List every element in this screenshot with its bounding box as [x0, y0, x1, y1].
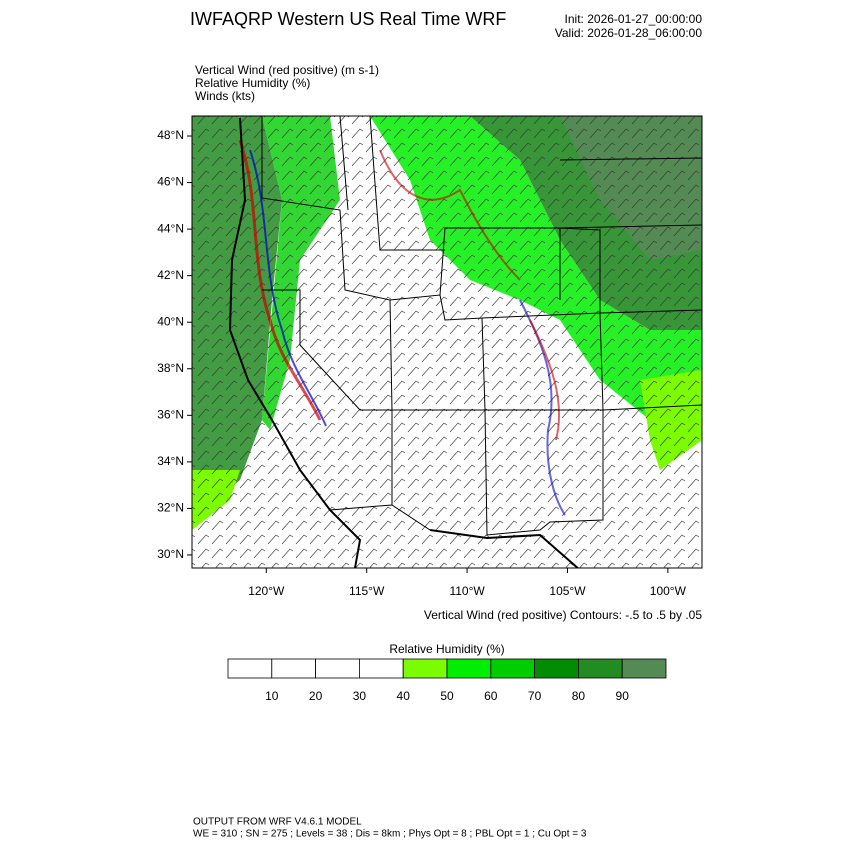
contour-note: Vertical Wind (red positive) Contours: -…	[424, 608, 702, 622]
map-field	[192, 116, 702, 568]
field-label: Winds (kts)	[195, 89, 255, 103]
y-tick-label: 32°N	[157, 501, 184, 515]
y-tick-label: 36°N	[157, 407, 184, 421]
footer-line: OUTPUT FROM WRF V4.6.1 MODEL	[193, 817, 362, 828]
y-tick-label: 30°N	[157, 547, 184, 561]
field-label: Relative Humidity (%)	[195, 76, 310, 90]
colorbar-box	[490, 658, 535, 679]
y-tick-label: 38°N	[157, 361, 184, 375]
colorbar-box	[446, 658, 492, 679]
y-tick-label: 46°N	[157, 175, 184, 189]
colorbar-label: 40	[397, 689, 411, 703]
colorbar-label: 30	[353, 689, 367, 703]
colorbar-box	[358, 658, 404, 679]
x-tick-label: 105°W	[549, 584, 586, 598]
colorbar-title: Relative Humidity (%)	[389, 642, 504, 656]
y-tick-label: 44°N	[157, 221, 184, 235]
map-axes: 48°N 46°N 44°N 42°N 40°N 38°N 36°N 34°N 32°N 30°N…	[157, 128, 686, 598]
colorbar-box	[402, 658, 448, 679]
colorbar-label: 90	[616, 689, 630, 703]
colorbar-label: 80	[572, 689, 586, 703]
colorbar-label: 20	[309, 689, 323, 703]
colorbar-box	[271, 658, 316, 679]
y-tick-label: 42°N	[157, 268, 184, 282]
init-time: Init: 2026-01-27_00:00:00	[565, 12, 703, 26]
colorbar-label: 70	[528, 689, 542, 703]
colorbar-label: 60	[484, 689, 498, 703]
colorbar-label: 50	[440, 689, 454, 703]
x-tick-label: 120°W	[248, 584, 285, 598]
colorbar: 10 20 30 40 50 60 70 80 90	[227, 658, 667, 703]
map-frame	[191, 115, 703, 569]
y-tick-label: 48°N	[157, 128, 184, 142]
x-tick-label: 110°W	[449, 584, 485, 598]
title: IWFAQRP Western US Real Time WRF	[190, 9, 506, 29]
colorbar-label: 10	[265, 689, 279, 703]
colorbar-box	[534, 658, 579, 679]
x-tick-label: 115°W	[349, 584, 385, 598]
x-tick-label: 100°W	[650, 584, 687, 598]
colorbar-box	[578, 658, 623, 679]
valid-time: Valid: 2026-01-28_06:00:00	[555, 26, 703, 40]
colorbar-box	[315, 658, 360, 679]
footer-line: WE = 310 ; SN = 275 ; Levels = 38 ; Dis …	[193, 829, 587, 840]
colorbar-box	[227, 658, 273, 679]
y-tick-label: 34°N	[157, 454, 184, 468]
y-tick-label: 40°N	[157, 314, 184, 328]
colorbar-box	[621, 658, 667, 679]
field-label: Vertical Wind (red positive) (m s-1)	[195, 63, 379, 77]
